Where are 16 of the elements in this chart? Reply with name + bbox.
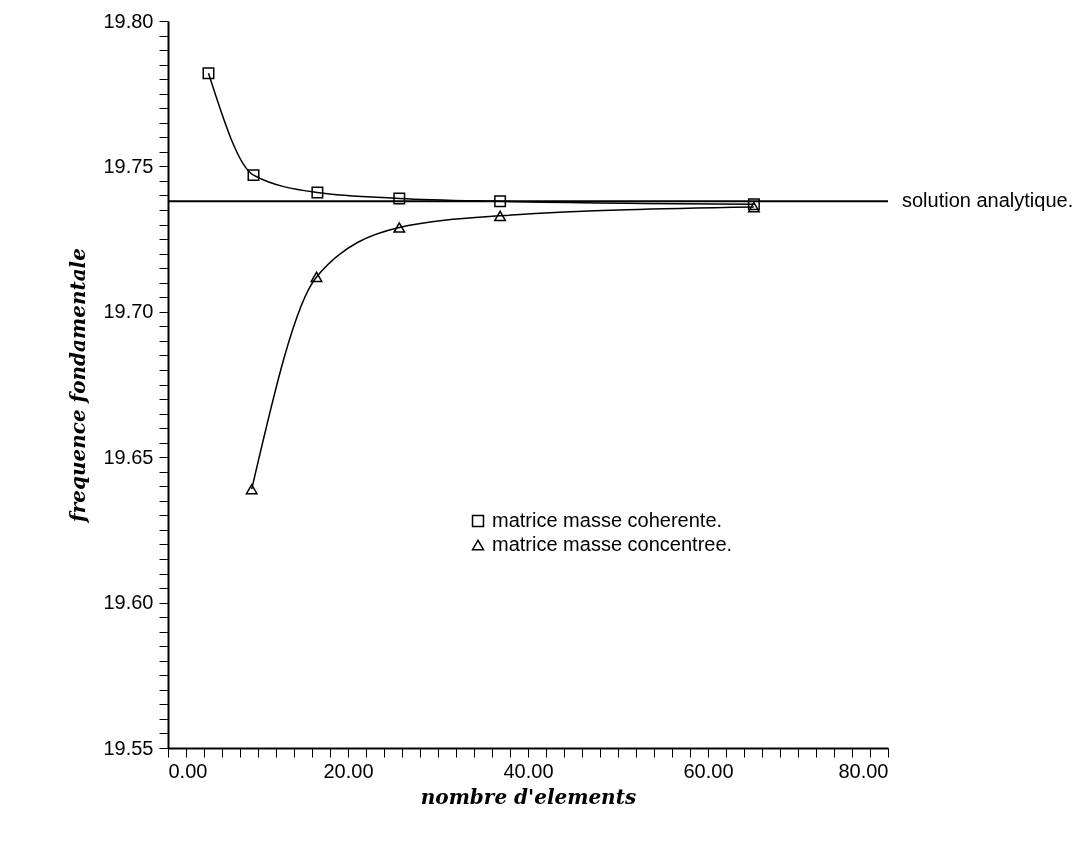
x-tick-label: 60.00	[683, 759, 734, 782]
x-tick-label: 20.00	[323, 759, 374, 782]
y-axis-title: frequence fondamentale	[66, 248, 91, 524]
y-tick-label: 19.75	[103, 154, 154, 177]
x-tick-label: 80.00	[838, 759, 889, 782]
y-tick-label: 19.80	[103, 9, 154, 32]
y-tick-label: 19.70	[103, 300, 154, 323]
x-axis-title: nombre d'elements	[420, 784, 637, 809]
x-tick-label: 0.00	[168, 759, 208, 782]
x-tick-label: 40.00	[503, 759, 554, 782]
legend-label: matrice masse coherente.	[492, 509, 723, 531]
legend-label: matrice masse concentree.	[492, 533, 733, 555]
y-tick-label: 19.55	[103, 736, 154, 759]
y-tick-label: 19.60	[103, 591, 154, 614]
y-tick-label: 19.65	[103, 445, 154, 468]
ref-line-label: solution analytique.	[902, 189, 1074, 212]
